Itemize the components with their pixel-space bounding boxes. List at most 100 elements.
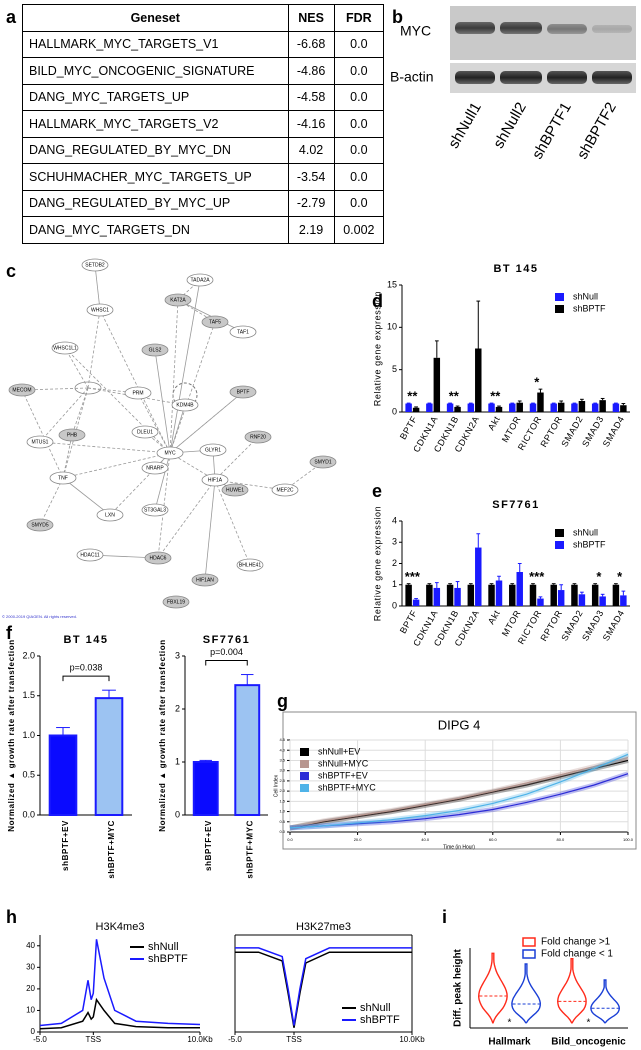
table-cell: -4.16	[287, 110, 335, 138]
table-header-row: Geneset NES FDR	[22, 4, 385, 32]
network-node	[172, 382, 198, 408]
node-label: HDAC6	[150, 555, 167, 561]
y-tick-label: 1	[392, 579, 397, 589]
table-row: DANG_MYC_TARGETS_UP -4.58 0.0	[22, 83, 385, 111]
y-tick-label: 3	[175, 650, 180, 660]
table-cell: 2.19	[287, 216, 335, 244]
bar	[509, 403, 516, 412]
node-label: HIF1AN	[196, 577, 214, 583]
bar	[495, 406, 503, 412]
bar	[426, 584, 433, 606]
legend-label: shBPTF+MYC	[318, 782, 376, 792]
table-cell: 0.0	[333, 30, 385, 58]
table-cell: HALLMARK_MYC_TARGETS_V1	[22, 30, 289, 58]
y-tick-label: 1.0	[279, 809, 285, 814]
network-node	[171, 398, 199, 412]
network-node	[186, 273, 214, 287]
significance: *	[617, 569, 623, 584]
chart-title: H3K4me3	[96, 921, 145, 933]
bar	[612, 584, 620, 606]
y-tick-label: 1.5	[279, 798, 285, 803]
network-node	[201, 473, 229, 487]
table-cell: -4.86	[287, 57, 335, 85]
bar	[591, 584, 599, 606]
network-edge	[94, 264, 101, 311]
bar	[571, 584, 578, 606]
panel-label: f	[6, 623, 13, 643]
bar	[405, 584, 412, 606]
network-edge	[169, 321, 216, 454]
node-label: FBXL19	[167, 599, 185, 605]
bar	[591, 403, 599, 412]
panel-label: h	[6, 907, 17, 927]
x-tick-label: shBPTF+MYC	[245, 820, 254, 879]
bar	[571, 403, 578, 412]
legend-label: shBPTF	[573, 539, 606, 549]
panel-label: c	[6, 261, 16, 281]
bar	[557, 402, 565, 412]
significance: *	[596, 569, 602, 584]
legend-swatch	[300, 748, 309, 756]
node-label: MEF2C	[277, 487, 294, 493]
panel-label: a	[6, 7, 17, 27]
network-node	[86, 303, 114, 317]
legend-label: shNull	[573, 291, 598, 301]
node-label: NRARP	[146, 465, 164, 471]
bar	[529, 403, 537, 412]
network-node	[229, 325, 257, 339]
network-node	[141, 343, 169, 357]
line	[39, 997, 200, 1030]
node-label: MECOM	[12, 387, 31, 393]
blot-band	[500, 71, 542, 84]
node-label: BPTF	[237, 389, 250, 395]
network-edge	[87, 309, 101, 389]
lane-label: shNull2	[490, 99, 530, 151]
bar	[578, 594, 586, 606]
bar	[529, 584, 537, 606]
table-cell: BILD_MYC_ONCOGENIC_SIGNATURE	[22, 57, 289, 85]
network-edge	[21, 389, 64, 479]
bar	[509, 584, 516, 606]
legend-label: Fold change >1	[541, 937, 611, 948]
network-edge	[154, 452, 171, 511]
chart-title: BT 145	[63, 634, 108, 646]
node-label: MYC	[164, 450, 176, 456]
bar	[446, 584, 454, 606]
legend-swatch	[555, 529, 564, 537]
network-node	[162, 595, 190, 609]
network-edge	[204, 479, 216, 581]
chart-frame	[282, 711, 637, 850]
p-value: p=0.038	[70, 663, 103, 673]
legend-swatch	[300, 772, 309, 780]
table-row: DANG_REGULATED_BY_MYC_DN 4.02 0.0	[22, 136, 385, 164]
bar	[537, 598, 544, 606]
significance-bracket	[205, 660, 248, 666]
node-label: ST3GAL3	[144, 507, 166, 513]
legend-label: shBPTF	[360, 1014, 400, 1026]
blot-band	[592, 71, 632, 84]
bar	[454, 406, 461, 412]
table-cell: 0.0	[333, 83, 385, 111]
bar	[234, 684, 261, 817]
network-node	[201, 315, 229, 329]
legend-swatch	[300, 784, 309, 792]
legend-label: Fold change < 1	[541, 949, 613, 960]
network-node	[141, 503, 169, 517]
x-tick-label: TSS	[286, 1035, 302, 1044]
x-tick-label: BPTF	[398, 414, 419, 441]
network-node	[236, 558, 264, 572]
network-edge	[39, 387, 89, 443]
node-label: SMYD1	[314, 459, 331, 465]
x-tick-label: Bild_oncogenic	[551, 1037, 626, 1048]
blot-band	[592, 25, 632, 33]
y-tick-label: 15	[387, 279, 397, 289]
network-edge	[99, 309, 171, 454]
table-cell: DANG_MYC_TARGETS_DN	[22, 216, 289, 244]
bar	[192, 761, 219, 816]
legend-label: shBPTF	[148, 953, 188, 965]
violin	[556, 958, 587, 1024]
blot-band	[547, 71, 587, 84]
line	[235, 947, 412, 1026]
bar	[557, 590, 565, 606]
